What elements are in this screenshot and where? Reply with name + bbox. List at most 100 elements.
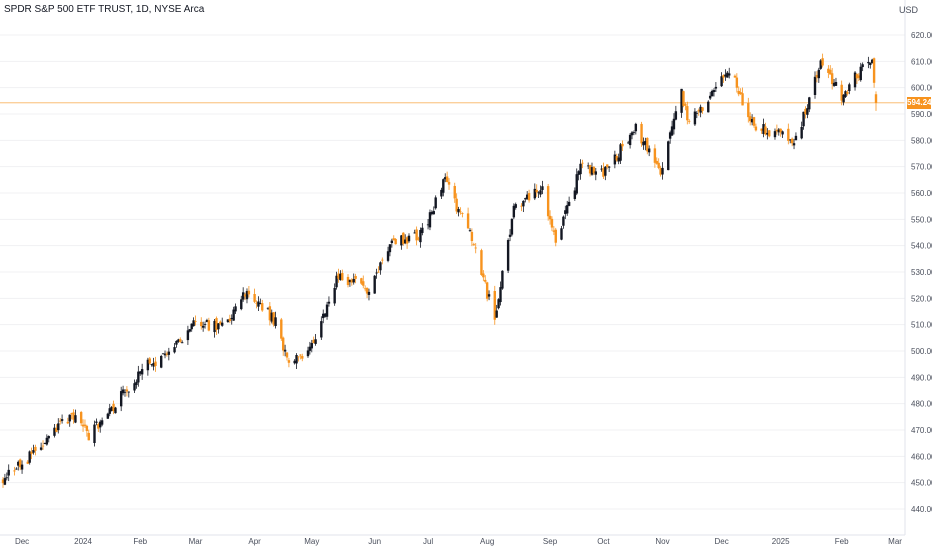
candle — [53, 424, 56, 438]
candle — [167, 347, 171, 361]
candle — [830, 67, 834, 90]
candle — [699, 104, 702, 118]
candle — [739, 88, 742, 96]
candle — [520, 203, 523, 212]
candle — [444, 173, 447, 183]
candle — [634, 122, 638, 135]
candle — [493, 285, 496, 325]
candle — [592, 166, 596, 176]
candle — [415, 226, 418, 246]
x-tick-label: Dec — [714, 537, 728, 546]
candle — [754, 123, 758, 132]
x-tick-label: May — [304, 537, 319, 546]
price-axis: 620.00 610.00 600.00 590.00 580.00 570.00 560.… — [911, 31, 932, 514]
candle — [564, 205, 567, 220]
candle — [445, 171, 449, 183]
candle — [179, 337, 182, 343]
candle — [100, 417, 104, 427]
candle — [487, 290, 491, 301]
candle — [525, 191, 529, 200]
candle — [562, 215, 565, 229]
candle — [226, 319, 230, 323]
candle — [322, 309, 325, 324]
candle — [112, 400, 115, 415]
candle — [66, 417, 70, 425]
candle — [173, 342, 176, 354]
candle — [674, 105, 678, 121]
candle — [453, 182, 456, 203]
candle — [859, 62, 862, 82]
candle — [367, 288, 371, 301]
candle — [484, 275, 487, 284]
candle — [440, 187, 443, 199]
candle — [203, 321, 207, 329]
candle — [537, 191, 540, 199]
candle — [577, 170, 580, 181]
candle — [670, 120, 674, 136]
candle — [221, 317, 224, 327]
candle — [853, 70, 857, 91]
candle — [646, 137, 649, 155]
candle — [779, 128, 782, 137]
candle — [680, 88, 683, 118]
candle — [253, 288, 256, 304]
candle — [832, 79, 836, 87]
candle — [867, 56, 870, 69]
candle — [468, 228, 472, 232]
x-tick-label: Dec — [15, 537, 29, 546]
candle — [228, 314, 232, 324]
candle — [808, 96, 811, 113]
y-tick-label: 600.00 — [911, 84, 932, 93]
candle — [813, 71, 817, 99]
candle — [188, 329, 191, 333]
candle — [421, 223, 424, 236]
candle — [686, 101, 689, 125]
candle — [459, 207, 462, 215]
candle — [501, 270, 504, 290]
candle — [682, 90, 685, 108]
candle — [333, 283, 336, 306]
candle — [18, 458, 22, 471]
candle — [297, 356, 300, 362]
candle — [362, 275, 365, 289]
candle — [3, 473, 7, 486]
candle — [594, 168, 598, 181]
candle — [606, 164, 609, 170]
candle — [70, 412, 73, 420]
candle — [310, 339, 313, 353]
candle — [667, 140, 670, 171]
candle — [472, 242, 476, 246]
y-tick-label: 460.00 — [911, 452, 932, 461]
candle — [872, 57, 876, 88]
candle — [127, 391, 131, 398]
candle — [482, 270, 485, 282]
candle — [375, 268, 378, 279]
candle — [274, 311, 277, 329]
candle — [434, 195, 437, 210]
candle — [461, 212, 464, 218]
candle — [874, 91, 878, 111]
candle — [657, 158, 660, 170]
candle — [510, 218, 514, 237]
candle — [604, 166, 607, 181]
candle — [819, 59, 822, 70]
candle — [123, 389, 127, 397]
candle — [602, 162, 605, 179]
candle — [255, 300, 258, 309]
y-tick-label: 550.00 — [911, 215, 932, 224]
candle — [402, 232, 405, 246]
candle — [394, 237, 397, 245]
candle — [512, 203, 516, 220]
candle — [363, 285, 367, 292]
candle — [775, 124, 779, 135]
candle — [870, 58, 874, 64]
candle — [320, 316, 323, 340]
candle — [524, 197, 527, 203]
candle — [327, 296, 331, 307]
candle — [108, 403, 111, 417]
candle — [600, 165, 603, 172]
candle — [68, 414, 71, 427]
candle — [815, 71, 819, 83]
